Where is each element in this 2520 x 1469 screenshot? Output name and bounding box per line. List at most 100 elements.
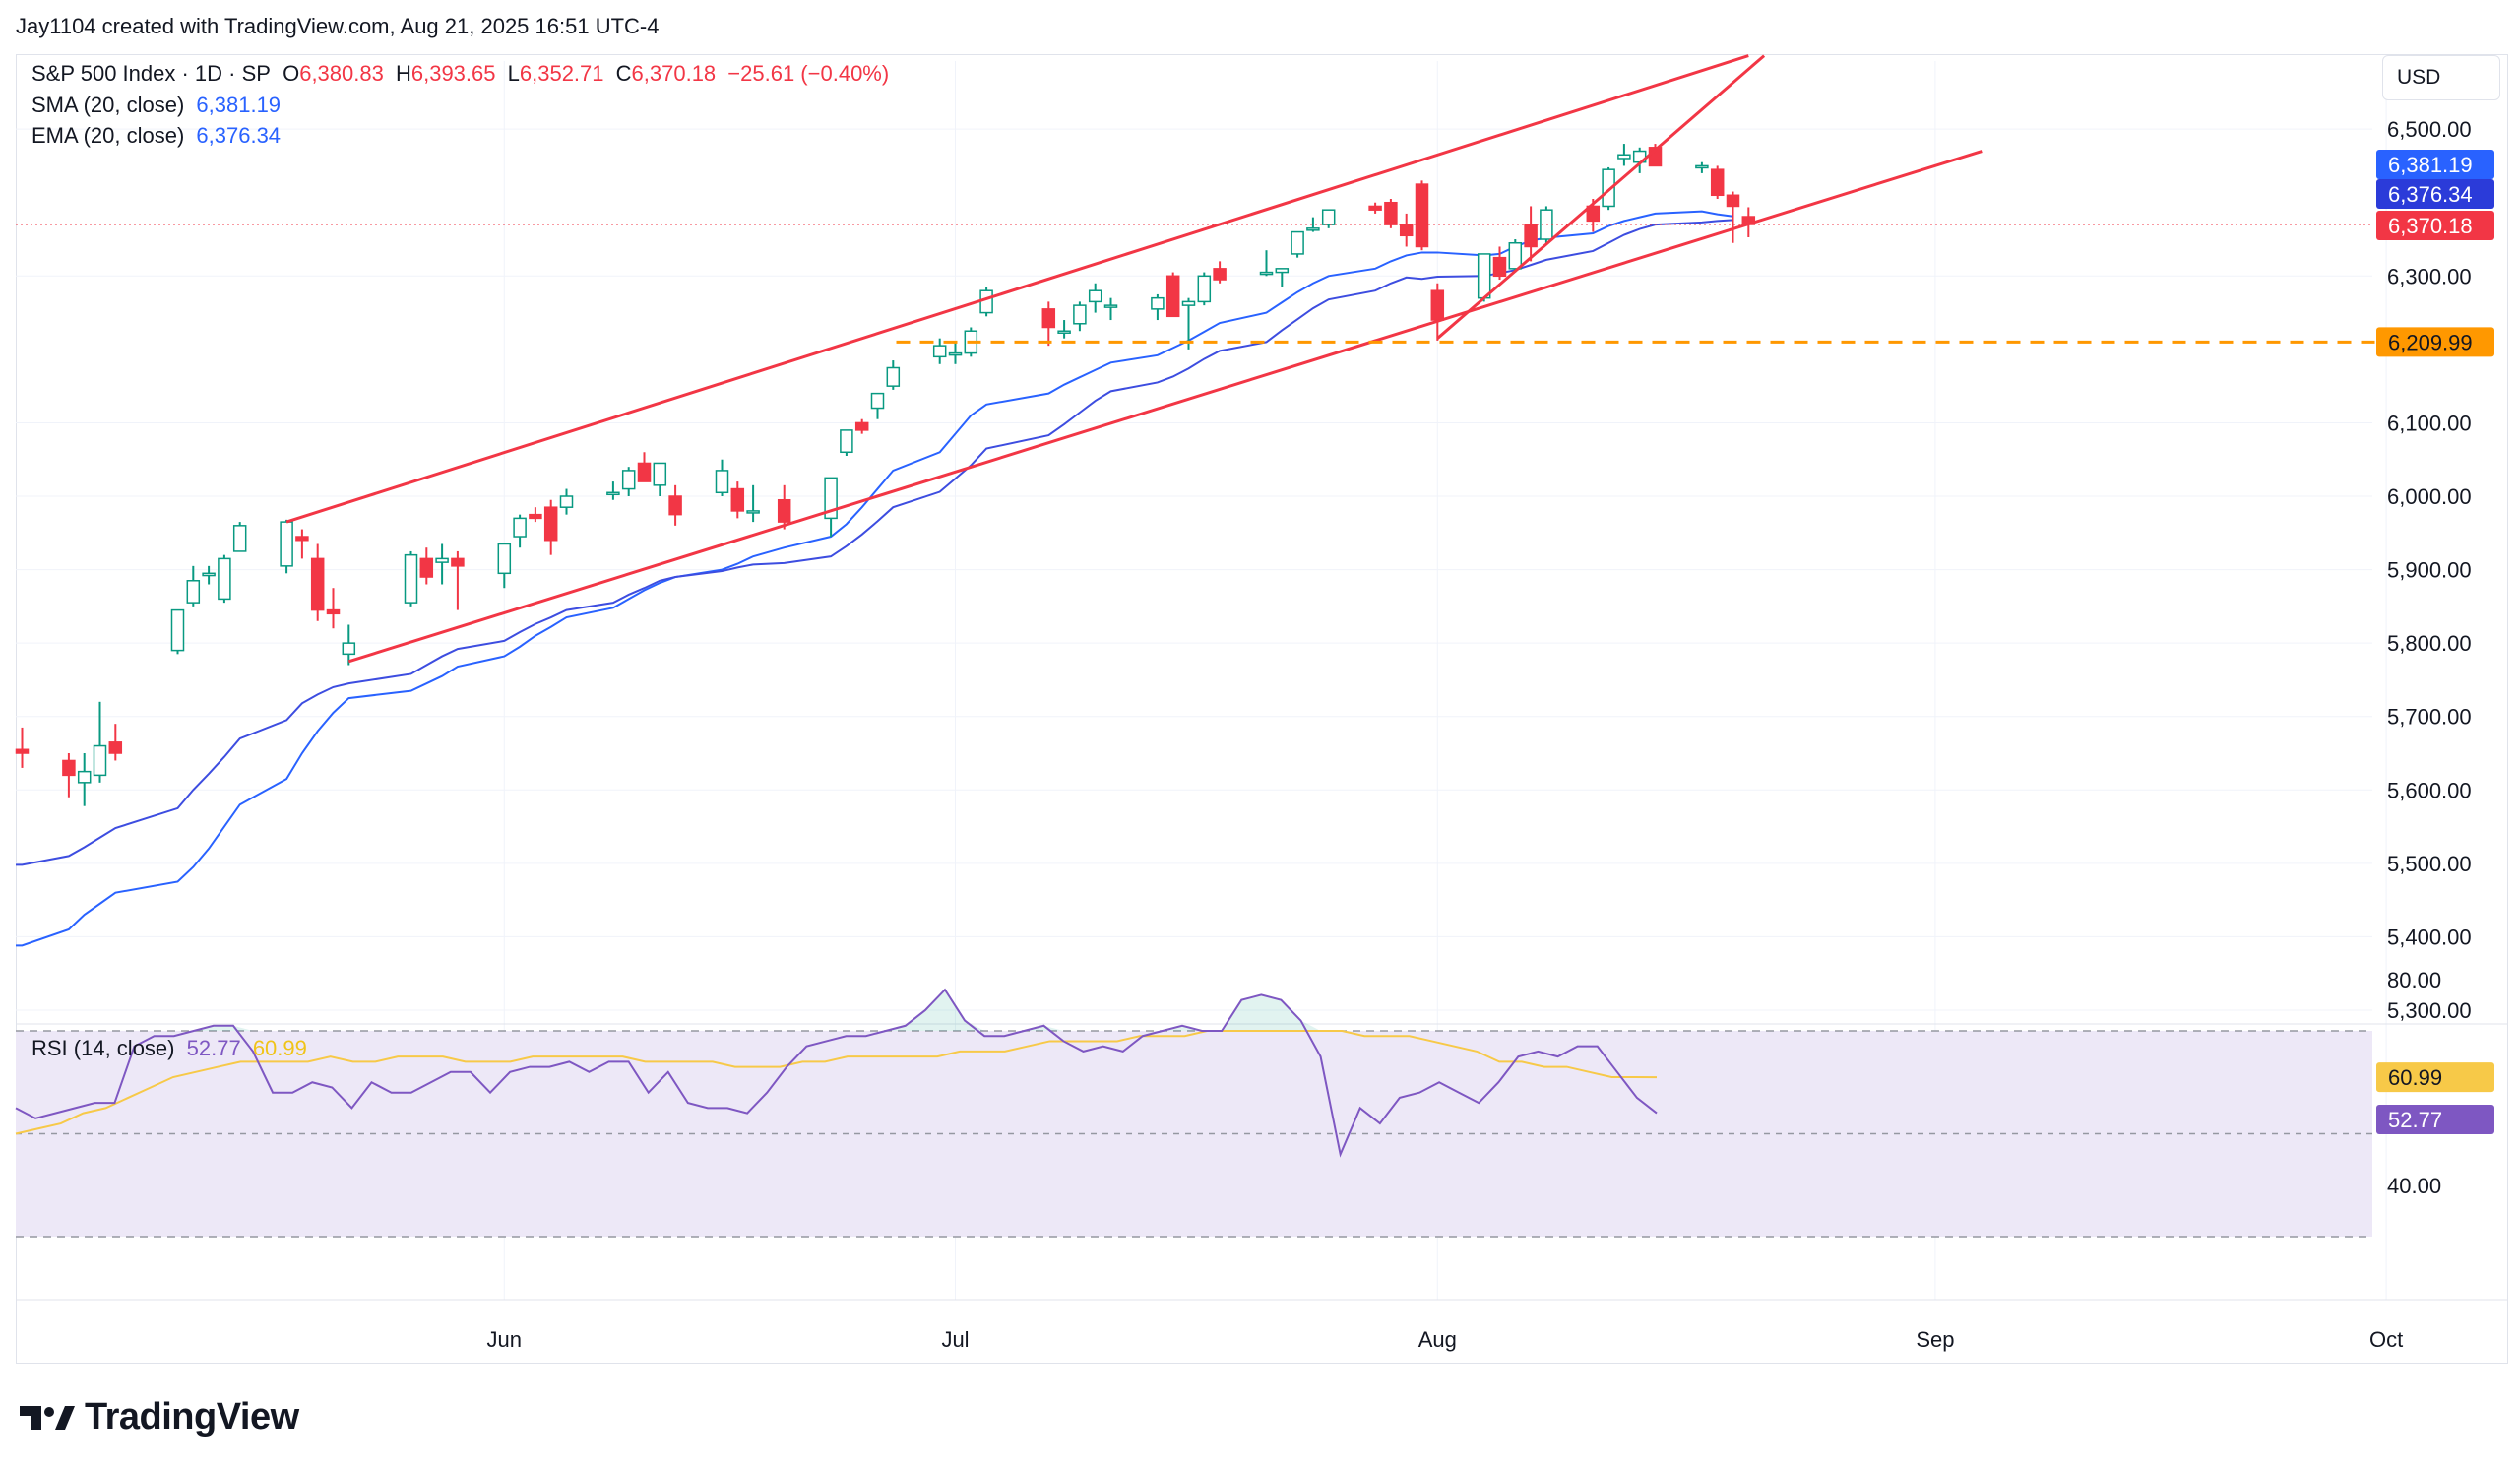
candle-body (948, 351, 963, 356)
y-tick-label: 6,500.00 (2387, 117, 2472, 142)
candle-body (1602, 168, 1615, 208)
ema-label[interactable]: EMA (20, close) (32, 123, 185, 148)
candle-body (186, 580, 201, 604)
candle (529, 507, 542, 523)
symbol-name[interactable]: S&P 500 Index · 1D · SP (32, 61, 271, 86)
candle-body (746, 510, 760, 514)
sma-value: 6,381.19 (196, 93, 282, 117)
candle-body (497, 543, 512, 575)
high-value: 6,393.65 (410, 61, 496, 86)
candle-body (621, 470, 636, 490)
last-price-label-bg (2376, 211, 2494, 240)
candle-body (513, 517, 527, 538)
candle-body (777, 498, 791, 523)
candle (1306, 217, 1320, 232)
candle (1617, 144, 1631, 166)
candle (170, 608, 185, 655)
candle-body (1321, 209, 1336, 225)
sma-line (16, 210, 1733, 947)
candle-body (310, 557, 325, 611)
candle-body (435, 557, 449, 563)
rsi-ma-price-label: 60.99 (2376, 1062, 2494, 1093)
candle-body (202, 572, 216, 577)
candle-body (637, 462, 652, 482)
candle-body (15, 748, 30, 754)
support-price-label-bg (2376, 327, 2494, 357)
last-price-label: 6,370.18 (2376, 211, 2494, 240)
rsi-y-tick-label: 80.00 (2387, 968, 2441, 992)
candle-body (668, 495, 682, 516)
grid-lines (16, 61, 2508, 1301)
sma-price-label-text: 6,381.19 (2388, 153, 2473, 177)
candle-body (1695, 164, 1709, 169)
candle-body (62, 759, 76, 777)
candle-body (1181, 300, 1196, 306)
candle (1492, 246, 1507, 281)
rsi-price-label: 52.77 (2376, 1105, 2494, 1135)
x-tick-label: Jun (487, 1327, 522, 1352)
y-tick-label: 5,900.00 (2387, 558, 2472, 583)
candle (1088, 283, 1102, 313)
tradingview-logo[interactable]: TradingView (20, 1396, 299, 1438)
channel-upper-line (285, 54, 1749, 524)
low-value: 6,352.71 (519, 61, 604, 86)
candle (108, 724, 123, 761)
rsi-ma-value: 60.99 (252, 1036, 307, 1060)
candle (513, 514, 527, 548)
candle (1524, 206, 1538, 262)
sma-legend[interactable]: SMA (20, close) 6,381.19 (32, 93, 286, 118)
trend-drawings (16, 54, 2384, 664)
candle (1197, 272, 1212, 306)
candle-body (1492, 256, 1507, 278)
candle-body (715, 470, 729, 494)
candle-body (824, 477, 838, 520)
channel-lower-line (347, 150, 1983, 664)
ema-price-label-text: 6,376.34 (2388, 182, 2473, 207)
rsi-label[interactable]: RSI (14, close) (32, 1036, 175, 1060)
candle-body (1151, 296, 1165, 310)
y-tick-label: 5,400.00 (2387, 925, 2472, 949)
price-labels: 6,381.19 6,376.34 6,370.18 6,209.99 60.99 52.… (2376, 150, 2494, 1135)
candle (886, 360, 901, 390)
candle (1057, 320, 1071, 339)
candle (637, 452, 652, 482)
sma-label[interactable]: SMA (20, close) (32, 93, 185, 117)
candle (1415, 180, 1429, 251)
candle-body (1617, 154, 1631, 160)
y-tick-label: 6,000.00 (2387, 484, 2472, 509)
candle (777, 484, 791, 530)
candle (1259, 250, 1274, 277)
candle (1275, 268, 1290, 287)
candle-body (559, 495, 574, 508)
rsi-legend[interactable]: RSI (14, close) 52.77 60.99 (32, 1036, 313, 1061)
sma-price-label-bg (2376, 150, 2494, 179)
candle (1368, 202, 1382, 214)
candle-body (730, 487, 745, 512)
candle-body (1477, 253, 1491, 299)
y-tick-label: 5,600.00 (2387, 778, 2472, 802)
rsi-ma-line (15, 1030, 1658, 1135)
candle (435, 543, 449, 585)
candle (715, 459, 729, 497)
candle-body (1291, 230, 1304, 255)
support-price-label-text: 6,209.99 (2388, 330, 2473, 354)
candle (15, 727, 30, 768)
ema-legend[interactable]: EMA (20, close) 6,376.34 (32, 123, 286, 149)
candle (342, 624, 356, 666)
candle (1213, 261, 1227, 284)
candle (218, 554, 231, 604)
x-tick-label: Sep (1916, 1327, 1954, 1352)
ema-price-label-bg (2376, 179, 2494, 209)
candle-body (1430, 289, 1445, 321)
candle (1726, 191, 1740, 243)
candle (1695, 161, 1709, 173)
rsi-panel (15, 988, 2372, 1238)
symbol-legend[interactable]: S&P 500 Index · 1D · SP O6,380.83 H6,393… (32, 61, 895, 87)
candle (404, 550, 418, 607)
candle-body (170, 608, 185, 652)
candle-body (419, 557, 434, 578)
candle (1710, 165, 1725, 200)
currency-selector[interactable]: USD (2382, 55, 2500, 100)
rsi-line (15, 988, 1658, 1158)
